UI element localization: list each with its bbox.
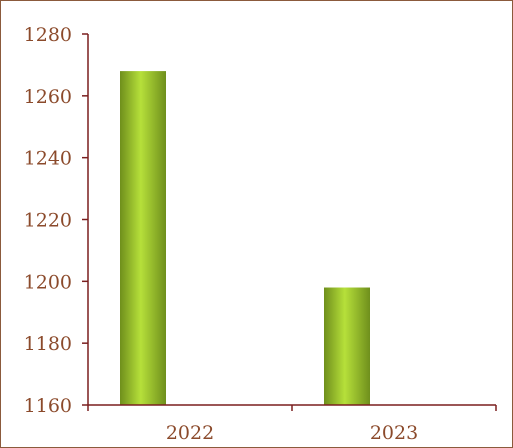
bar-2023 [324,287,370,405]
x-tick-label-2023: 2023 [370,422,418,444]
y-tick-label: 1280 [24,24,72,46]
y-tick-label: 1160 [24,395,72,417]
y-tick-label: 1240 [24,148,72,170]
y-tick-label: 1180 [24,333,72,355]
y-tick-label: 1220 [24,210,72,232]
y-tick-label: 1260 [24,86,72,108]
x-tick-label-2022: 2022 [166,422,214,444]
x-tick-labels: 2022 2023 [166,422,418,444]
bars-group [120,71,370,405]
axes-group [82,33,497,411]
y-tick-labels: 1160 1180 1200 1220 1240 1260 1280 [24,24,72,417]
bar-2022 [120,71,166,405]
y-tick-label: 1200 [24,271,72,293]
